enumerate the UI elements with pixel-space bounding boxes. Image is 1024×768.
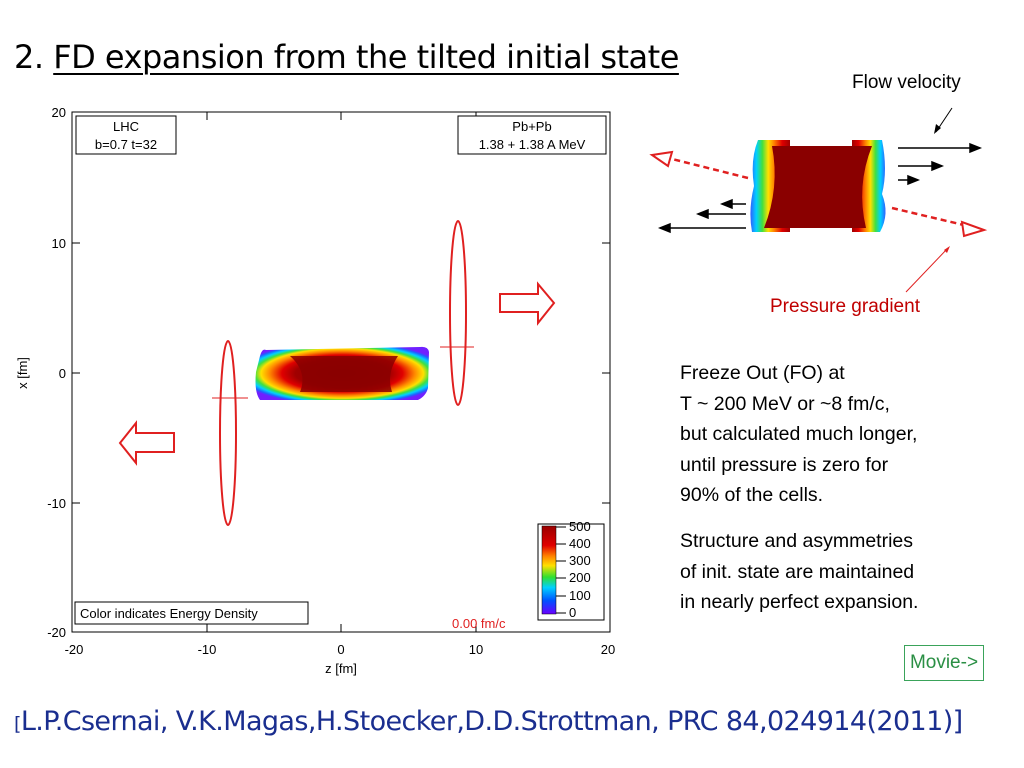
movie-button[interactable]: Movie-> — [904, 645, 984, 681]
text-line: in nearly perfect expansion. — [680, 591, 919, 613]
ytick-label: -20 — [47, 625, 66, 640]
left-arrow-icon — [118, 420, 175, 466]
colorbar-tick: 100 — [569, 588, 591, 603]
system-label: Pb+Pb — [512, 119, 551, 134]
color-note: Color indicates Energy Density — [80, 606, 258, 621]
text-line: but calculated much longer, — [680, 423, 918, 445]
colorbar-tick: 400 — [569, 536, 591, 551]
flow-inset-figure — [649, 107, 988, 293]
xtick-label: 10 — [469, 642, 483, 657]
xtick-label: -10 — [198, 642, 217, 657]
nucleus-ellipses — [212, 220, 474, 526]
freeze-out-text: Freeze Out (FO) at T ~ 200 MeV or ~8 fm/… — [680, 358, 1010, 511]
structure-text: Structure and asymmetries of init. state… — [680, 526, 1010, 618]
right-arrow-icon — [499, 281, 556, 326]
title-prefix: 2. — [14, 38, 44, 76]
reference-bracket: [ — [14, 713, 21, 735]
reference-citation: [L.P.Csernai, V.K.Magas,H.Stoecker,D.D.S… — [14, 706, 963, 737]
page-title: 2. FD expansion from the tilted initial … — [14, 38, 679, 76]
ytick-label: 10 — [52, 236, 66, 251]
right-nucleus-ellipse — [449, 220, 467, 406]
pressure-arrows — [667, 156, 969, 228]
text-line: T ~ 200 MeV or ~8 fm/c, — [680, 392, 890, 415]
text-line: 90% of the cells. — [680, 484, 824, 506]
pressure-pointer-line — [905, 247, 949, 293]
axis-ticks — [72, 112, 610, 632]
energy-density-blob — [255, 346, 429, 400]
flow-arrows-left — [657, 198, 746, 234]
y-axis-label: x [fm] — [15, 357, 30, 389]
text-line: until pressure is zero for — [680, 453, 889, 476]
flow-velocity-label: Flow velocity — [852, 72, 961, 93]
text-line: Freeze Out (FO) at — [680, 362, 845, 384]
params-label: b=0.7 t=32 — [95, 137, 157, 152]
xtick-label: 0 — [337, 642, 344, 657]
colorbar: 500 400 300 200 100 0 — [537, 519, 605, 621]
pressure-arrowhead-right — [960, 220, 988, 238]
colorbar-tick: 200 — [569, 570, 591, 585]
time-label: 0.00 fm/c — [452, 616, 506, 631]
colorbar-tick: 0 — [569, 605, 576, 620]
ytick-label: 20 — [52, 105, 66, 120]
x-axis-label: z [fm] — [325, 661, 357, 676]
text-line: of init. state are maintained — [680, 560, 915, 583]
beam-info-box: Pb+Pb 1.38 + 1.38 A MeV — [457, 115, 607, 155]
colorbar-tick: 300 — [569, 553, 591, 568]
reference-text: L.P.Csernai, V.K.Magas,H.Stoecker,D.D.St… — [20, 706, 963, 737]
energy-density-plot: 20 10 0 -10 -20 -20 -10 0 10 20 z [fm] x… — [15, 105, 615, 676]
ytick-label: 0 — [59, 366, 66, 381]
colorbar-tick: 500 — [569, 519, 591, 534]
xtick-label: -20 — [65, 642, 84, 657]
collision-info-box: LHC b=0.7 t=32 — [75, 115, 177, 155]
lhc-label: LHC — [113, 119, 139, 134]
title-text: FD expansion from the tilted initial sta… — [53, 38, 679, 76]
pressure-gradient-label: Pressure gradient — [770, 296, 920, 317]
inset-energy-blob — [750, 140, 886, 232]
pressure-arrowhead-left — [649, 150, 674, 168]
energy-label: 1.38 + 1.38 A MeV — [479, 137, 586, 152]
ytick-label: -10 — [47, 496, 66, 511]
text-line: Structure and asymmetries — [680, 530, 914, 552]
flow-arrows-right — [898, 142, 983, 186]
left-nucleus-ellipse — [219, 340, 237, 526]
xtick-label: 20 — [601, 642, 615, 657]
color-note-box: Color indicates Energy Density — [74, 601, 309, 625]
